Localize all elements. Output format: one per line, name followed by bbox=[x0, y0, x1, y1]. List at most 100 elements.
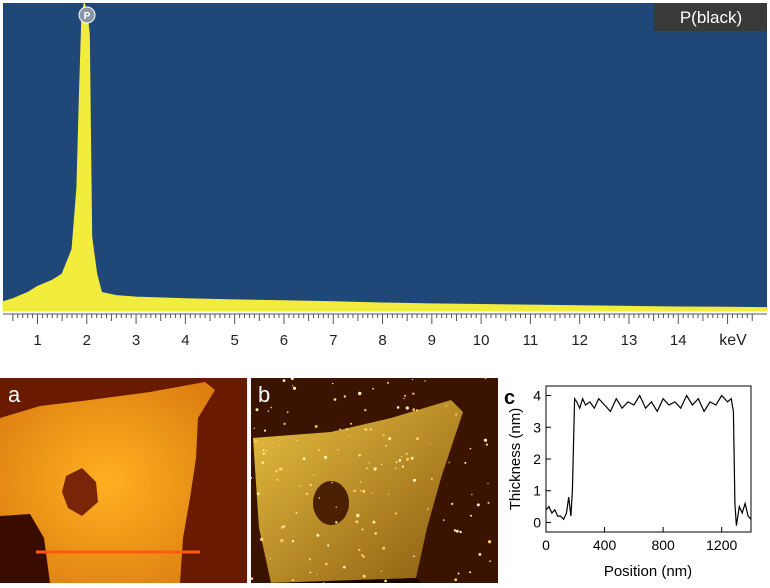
afm-particle bbox=[292, 386, 297, 390]
afm-particle bbox=[387, 493, 390, 495]
eds-tick-label: 4 bbox=[181, 332, 189, 349]
afm-particle bbox=[445, 405, 448, 407]
peak-marker-icon bbox=[78, 6, 96, 24]
afm-particle bbox=[372, 520, 376, 524]
thickness-profile-chart: c 0 400 800 1200 0 1 2 3 4 Position (nm) Thickn… bbox=[504, 385, 752, 580]
afm-particle bbox=[323, 582, 325, 583]
afm-particle bbox=[263, 429, 267, 432]
afm-particle bbox=[323, 455, 328, 459]
afm-particle bbox=[254, 440, 258, 443]
eds-plot-background bbox=[3, 3, 767, 311]
afm-particle bbox=[431, 478, 433, 480]
afm-particle bbox=[276, 478, 279, 481]
afm-particle bbox=[261, 461, 265, 464]
afm-particle bbox=[355, 520, 359, 524]
afm-particle bbox=[412, 392, 415, 395]
eds-axis-band bbox=[3, 311, 767, 359]
afm-particle bbox=[251, 476, 253, 479]
afm-particle bbox=[416, 437, 419, 441]
afm-particle bbox=[457, 572, 460, 575]
profile-y-tick-label: 3 bbox=[533, 419, 541, 435]
afm-particle bbox=[469, 571, 472, 574]
profile-y-ticks: 0 1 2 3 4 bbox=[533, 388, 551, 530]
afm-particle bbox=[382, 546, 386, 550]
afm-particle bbox=[290, 378, 294, 381]
afm-particle bbox=[374, 532, 377, 535]
afm-particle bbox=[362, 574, 366, 578]
afm-particle bbox=[342, 565, 346, 569]
afm-particle bbox=[256, 492, 260, 495]
eds-tick-labels: 1 2 3 4 5 6 7 8 9 10 11 12 13 14 bbox=[33, 332, 686, 349]
afm-particle bbox=[404, 394, 407, 397]
afm-particle bbox=[292, 579, 295, 582]
eds-tick-label: 7 bbox=[329, 332, 337, 349]
legend-box bbox=[654, 3, 767, 31]
afm-particle bbox=[388, 437, 392, 441]
profile-x-axis-label: Position (nm) bbox=[604, 563, 692, 580]
afm-particle bbox=[308, 558, 311, 561]
afm-particle bbox=[358, 391, 362, 396]
afm-particle bbox=[382, 434, 385, 437]
afm-particle bbox=[453, 529, 457, 532]
afm-a-dark-corner bbox=[0, 514, 50, 583]
afm-particle bbox=[373, 467, 377, 471]
eds-tick-label: 1 bbox=[33, 332, 41, 349]
afm-particle bbox=[358, 454, 361, 457]
afm-a-hole bbox=[62, 468, 98, 516]
profile-y-tick-label: 2 bbox=[533, 451, 541, 467]
afm-particle bbox=[384, 579, 387, 583]
panel-b-label: b bbox=[258, 382, 271, 407]
afm-particle bbox=[359, 481, 362, 483]
afm-b-hole bbox=[313, 481, 349, 525]
afm-particle bbox=[372, 387, 374, 390]
afm-particle bbox=[309, 571, 312, 574]
afm-particle bbox=[455, 529, 459, 533]
afm-particle bbox=[325, 562, 328, 566]
afm-particle bbox=[487, 501, 490, 504]
afm-particle bbox=[413, 555, 415, 558]
afm-particle bbox=[292, 385, 294, 387]
afm-b-flake-edge bbox=[271, 578, 421, 583]
afm-particle bbox=[401, 456, 403, 458]
afm-particle bbox=[405, 406, 409, 410]
afm-particle bbox=[398, 459, 402, 462]
afm-particle bbox=[253, 427, 255, 429]
afm-particle bbox=[387, 381, 389, 384]
afm-b-particles bbox=[251, 378, 492, 583]
peak-marker-label: P bbox=[84, 11, 91, 22]
afm-particle bbox=[309, 483, 313, 487]
afm-particle bbox=[335, 506, 337, 508]
afm-particle bbox=[448, 461, 450, 464]
eds-tick-label: 6 bbox=[280, 332, 288, 349]
eds-ticks bbox=[12, 314, 753, 324]
afm-particle bbox=[265, 450, 268, 452]
afm-particle bbox=[488, 540, 492, 544]
afm-particle bbox=[318, 497, 320, 499]
afm-particle bbox=[283, 422, 286, 425]
afm-particle bbox=[412, 379, 414, 381]
afm-particle bbox=[385, 444, 387, 447]
afm-a-flake bbox=[0, 382, 215, 583]
afm-particle bbox=[333, 398, 337, 401]
eds-tick-label: 5 bbox=[230, 332, 238, 349]
afm-particle bbox=[361, 554, 364, 557]
afm-particle bbox=[455, 413, 458, 416]
afm-particle bbox=[267, 410, 270, 412]
afm-b-flake bbox=[253, 400, 463, 583]
eds-tick-label: 3 bbox=[132, 332, 140, 349]
afm-particle bbox=[362, 555, 365, 558]
afm-particle bbox=[476, 503, 480, 507]
profile-x-tick-label: 400 bbox=[593, 537, 617, 553]
afm-particle bbox=[371, 492, 373, 494]
eds-tick-label: 8 bbox=[378, 332, 386, 349]
profile-y-axis-label: Thickness (nm) bbox=[507, 408, 524, 511]
afm-particle bbox=[295, 511, 298, 514]
afm-particle bbox=[442, 519, 445, 521]
afm-particle bbox=[395, 461, 398, 464]
eds-tick-label: 10 bbox=[473, 332, 490, 349]
afm-particle bbox=[282, 379, 286, 382]
afm-particle bbox=[282, 525, 286, 528]
profile-x-tick-label: 800 bbox=[651, 537, 675, 553]
afm-particle bbox=[364, 428, 368, 431]
afm-particle bbox=[451, 502, 454, 506]
